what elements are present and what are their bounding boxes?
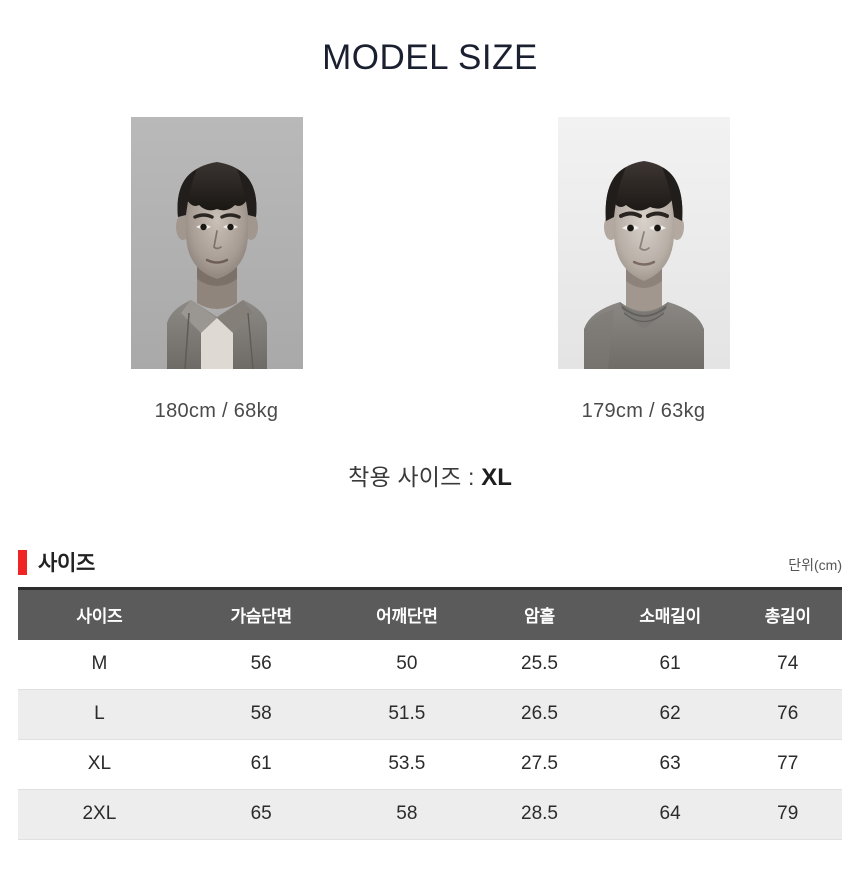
col-header-sleeve: 소매길이 — [606, 587, 734, 640]
size-heading-label: 사이즈 — [38, 552, 96, 575]
cell-length: 79 — [733, 789, 842, 840]
table-row: L 58 51.5 26.5 62 76 — [18, 689, 842, 740]
cell-sleeve: 63 — [606, 739, 734, 790]
size-heading-group: 사이즈 — [18, 547, 95, 577]
size-table-head: 사이즈 가슴단면 어깨단면 암홀 소매길이 총길이 — [18, 587, 842, 640]
cell-size: L — [18, 689, 181, 740]
model-caption-left: 180cm / 68kg — [154, 400, 279, 422]
cell-armhole: 26.5 — [472, 689, 607, 740]
size-table-header-row: 사이즈 가슴단면 어깨단면 암홀 소매길이 총길이 — [18, 587, 842, 640]
cell-length: 77 — [733, 739, 842, 790]
cell-armhole: 25.5 — [472, 640, 607, 690]
cell-armhole: 27.5 — [472, 739, 607, 790]
col-header-armhole: 암홀 — [472, 587, 607, 640]
worn-size-value: XL — [481, 464, 512, 491]
cell-size: 2XL — [18, 789, 181, 840]
cell-sleeve: 61 — [606, 640, 734, 690]
cell-shoulder: 50 — [341, 640, 473, 690]
model-photo-right — [557, 117, 730, 369]
cell-chest: 56 — [180, 640, 342, 690]
cell-sleeve: 62 — [606, 689, 734, 740]
cell-length: 74 — [733, 640, 842, 690]
size-table: 사이즈 가슴단면 어깨단면 암홀 소매길이 총길이 M 56 50 25.5 6… — [18, 587, 842, 840]
cell-chest: 65 — [180, 789, 342, 840]
size-unit-label: 단위(cm) — [788, 557, 842, 573]
cell-sleeve: 64 — [606, 789, 734, 840]
size-section-header: 사이즈 단위(cm) — [18, 547, 842, 584]
model-caption-right: 179cm / 63kg — [581, 400, 706, 422]
cell-chest: 61 — [180, 739, 342, 790]
cell-length: 76 — [733, 689, 842, 740]
page-title: MODEL SIZE — [322, 38, 538, 77]
model-card-left: 180cm / 68kg — [130, 117, 303, 423]
cell-shoulder: 51.5 — [341, 689, 473, 740]
col-header-length: 총길이 — [733, 587, 842, 640]
model-photo-left — [130, 117, 303, 369]
table-row: XL 61 53.5 27.5 63 77 — [18, 739, 842, 790]
cell-armhole: 28.5 — [472, 789, 607, 840]
table-row: 2XL 65 58 28.5 64 79 — [18, 789, 842, 840]
cell-size: XL — [18, 739, 181, 790]
worn-size-label: 착용 사이즈 : — [348, 464, 482, 490]
model-gallery: 180cm / 68kg — [0, 117, 860, 423]
cell-size: M — [18, 640, 181, 690]
red-accent-bar-icon — [18, 549, 27, 575]
size-table-body: M 56 50 25.5 61 74 L 58 51.5 26.5 62 76 … — [18, 640, 842, 840]
col-header-size: 사이즈 — [18, 587, 181, 640]
model-card-right: 179cm / 63kg — [557, 117, 730, 423]
cell-chest: 58 — [180, 689, 342, 740]
size-section: 사이즈 단위(cm) 사이즈 가슴단면 어깨단면 암홀 소매길이 총길이 M 5… — [0, 547, 860, 840]
col-header-shoulder: 어깨단면 — [341, 587, 473, 640]
cell-shoulder: 58 — [341, 789, 473, 840]
worn-size-line: 착용 사이즈 : XL — [0, 458, 860, 492]
cell-shoulder: 53.5 — [341, 739, 473, 790]
table-row: M 56 50 25.5 61 74 — [18, 640, 842, 690]
col-header-chest: 가슴단면 — [180, 587, 342, 640]
